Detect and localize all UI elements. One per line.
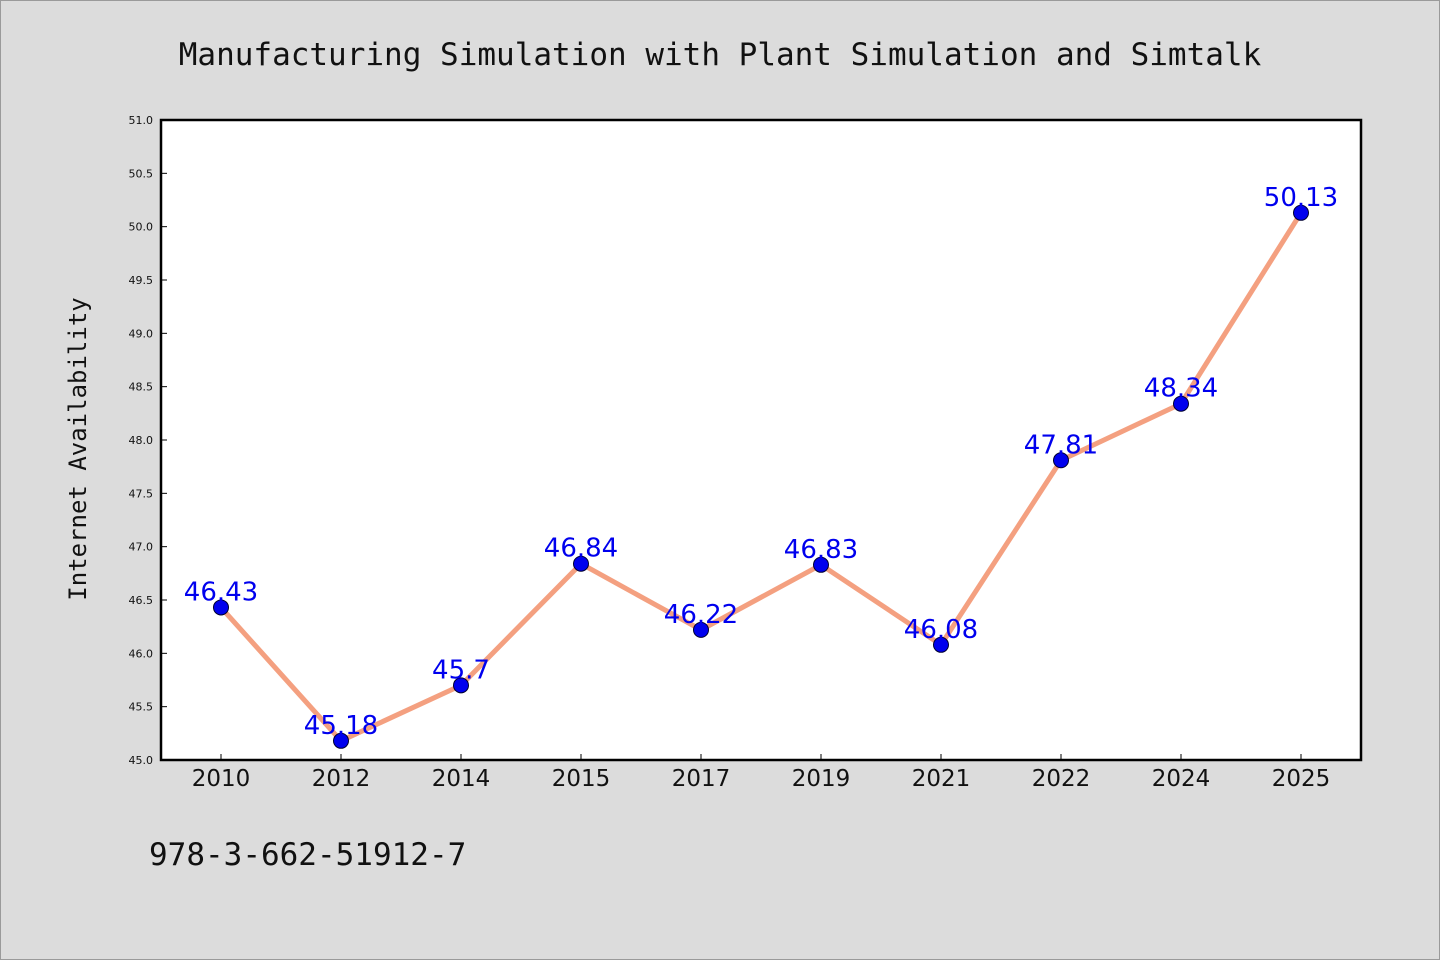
x-tick-label: 2017: [672, 766, 731, 792]
data-label: 47.81: [1024, 430, 1098, 460]
x-tick-label: 2010: [192, 766, 251, 792]
data-point: [1293, 204, 1309, 221]
data-labels: 46.43 45.18 45.7 46.84 46.22 46.83 46.08 47.81 4…: [184, 183, 1338, 741]
data-point: [213, 599, 229, 616]
y-tick-label: 48.5: [129, 381, 154, 394]
series-internet-availability: [213, 204, 1309, 749]
data-label: 46.83: [784, 535, 858, 565]
x-tick-label: 2019: [792, 766, 851, 792]
y-tick-label: 48.0: [129, 434, 154, 447]
data-label: 46.22: [664, 600, 738, 630]
data-point: [1053, 452, 1069, 469]
x-tick-label: 2024: [1152, 766, 1211, 792]
data-label: 45.18: [304, 711, 378, 741]
data-label: 50.13: [1264, 183, 1338, 213]
y-axis-ticks: 45.0 45.5 46.0 46.5 47.0 47.5 48.0 48.5 49.0 49.5…: [129, 114, 167, 767]
plot-area: [159, 118, 1363, 762]
isbn-text: 978-3-662-51912-7: [149, 837, 466, 873]
y-tick-label: 46.0: [129, 647, 154, 660]
x-tick-label: 2014: [432, 766, 491, 792]
data-label: 45.7: [432, 655, 490, 685]
data-point: [333, 732, 349, 749]
data-point: [453, 677, 469, 694]
data-point: [1173, 395, 1189, 412]
x-tick-label: 2021: [912, 766, 971, 792]
y-tick-label: 47.5: [129, 487, 154, 500]
x-tick-label: 2012: [312, 766, 371, 792]
y-tick-label: 45.5: [129, 701, 154, 714]
data-label: 48.34: [1144, 374, 1218, 404]
x-axis-ticks: 2010 2012 2014 2015 2017 2019 2021 2022 2024 2025: [192, 754, 1331, 792]
data-label: 46.43: [184, 577, 258, 607]
data-point: [573, 555, 589, 572]
x-tick-label: 2015: [552, 766, 611, 792]
series-line: [218, 210, 1304, 744]
data-point: [813, 556, 829, 573]
data-point: [933, 636, 949, 653]
y-tick-label: 47.0: [129, 541, 154, 554]
y-tick-label: 49.0: [129, 327, 154, 340]
y-tick-label: 45.0: [129, 754, 154, 767]
y-axis-label: Internet Availability: [64, 297, 92, 600]
x-tick-label: 2025: [1272, 766, 1331, 792]
y-tick-label: 50.0: [129, 221, 154, 234]
y-tick-label: 49.5: [129, 274, 154, 287]
y-tick-label: 50.5: [129, 167, 154, 180]
data-point: [693, 621, 709, 638]
x-tick-label: 2022: [1032, 766, 1091, 792]
y-tick-label: 46.5: [129, 594, 154, 607]
y-tick-label: 51.0: [129, 114, 154, 127]
data-label: 46.08: [904, 615, 978, 645]
chart-title: Manufacturing Simulation with Plant Simu…: [179, 37, 1262, 73]
data-label: 46.84: [544, 534, 618, 564]
